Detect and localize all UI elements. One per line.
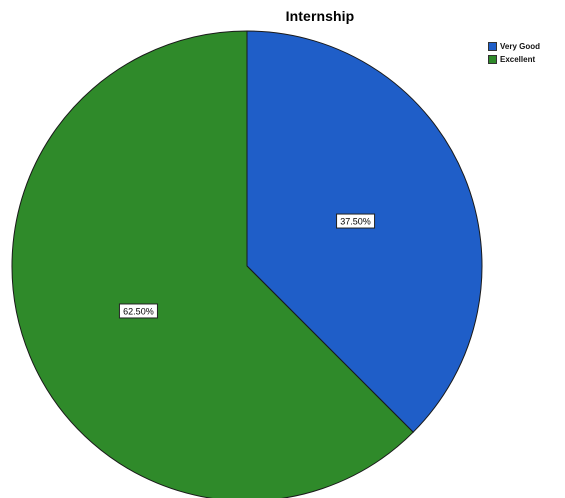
legend-swatch-excellent <box>488 54 497 64</box>
slice-label-box <box>118 303 158 319</box>
legend-item-excellent: Excellent <box>488 53 540 65</box>
legend-label-very-good: Very Good <box>500 41 541 51</box>
pie-labels: 37.50% 62.50% <box>118 213 376 319</box>
chart-title: Internship <box>285 8 355 24</box>
legend: Very Good Excellent <box>488 40 540 66</box>
legend-label-excellent: Excellent <box>500 54 536 64</box>
pie-slices <box>11 30 483 498</box>
slice-label-box <box>336 213 376 229</box>
legend-item-very-good: Very Good <box>488 40 540 52</box>
slice-label-text: 37.50% <box>340 217 371 227</box>
legend-swatch-very-good <box>488 41 497 51</box>
pie-slice-excellent <box>11 30 414 498</box>
pie-slice-very-good <box>246 30 483 433</box>
slice-label-text: 62.50% <box>123 306 154 316</box>
slice-label-very-good: 37.50% <box>336 213 376 229</box>
slice-label-excellent: 62.50% <box>118 303 158 319</box>
